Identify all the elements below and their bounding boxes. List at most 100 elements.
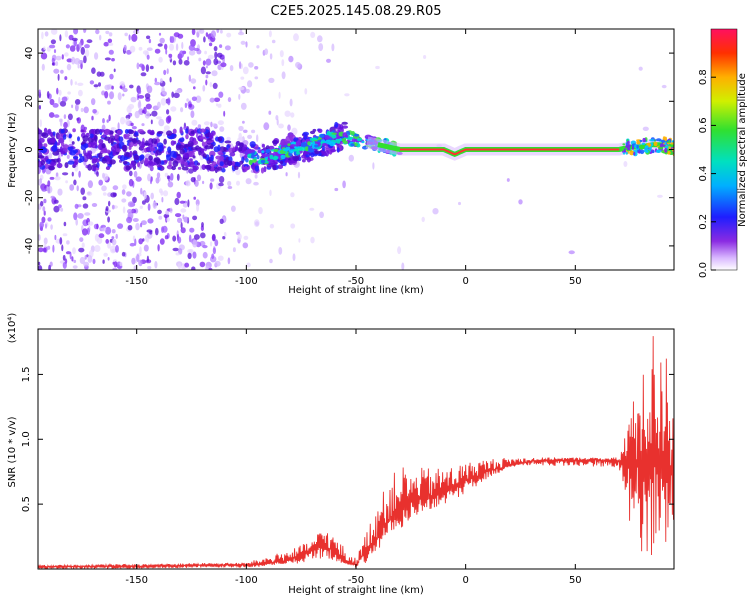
spectrogram-noise-blob (154, 81, 161, 86)
spectrogram-noise-blob (188, 234, 192, 243)
spectrogram-band-blob (263, 166, 267, 173)
spectrogram-band-blob (133, 154, 140, 161)
spectrogram-noise-blob (130, 96, 137, 103)
spectrogram-noise-blob (180, 107, 184, 113)
spectrogram-noise-blob (237, 233, 242, 241)
spectrogram-noise-blob (214, 239, 219, 247)
spectrogram-band-blob (190, 130, 195, 135)
spectrogram-noise-blob (208, 42, 213, 47)
spectrogram-band-blob (200, 128, 206, 133)
spectrogram-noise-blob (142, 50, 149, 55)
spectrogram-noise-blob (207, 54, 214, 60)
spectrogram-band-blob (134, 131, 139, 136)
spectrogram-trace-layer (38, 121, 674, 174)
spectrogram-noise-blob (372, 162, 375, 170)
spectrogram-noise-blob (155, 177, 160, 184)
spectrogram-transition-blob (273, 148, 279, 153)
spectrogram-noise-blob (78, 42, 82, 49)
spectrogram-noise-blob (209, 97, 215, 103)
spectrogram-noise-blob (271, 39, 276, 44)
spectrogram-noise-blob (105, 239, 109, 244)
spectrogram-noise-blob (213, 46, 218, 52)
spectrogram-noise-blob (200, 232, 206, 239)
spectrogram-noise-blob (59, 34, 62, 42)
spectrogram-band-blob (56, 162, 63, 169)
spectrogram-transition-blob (289, 144, 297, 147)
spectrogram-noise-blob (83, 55, 87, 64)
spectrogram-noise-blob (638, 66, 643, 71)
spectrogram-noise-blob (191, 96, 197, 102)
spectrogram-band-blob (219, 161, 224, 167)
spectrogram-noise-blob (115, 233, 118, 239)
spectrogram-noise-blob (91, 115, 94, 121)
spectrogram-transition-blob (289, 149, 294, 154)
spectrogram-noise-blob (180, 222, 183, 229)
colorbar-ticks: 0.0 0.2 0.4 0.6 0.8 (698, 69, 716, 278)
spectrogram-noise-blob (245, 41, 248, 48)
spectrogram-noise-blob (80, 187, 85, 195)
spectrogram-noise-blob (223, 232, 227, 237)
spectrogram-noise-blob (170, 106, 177, 112)
spectrogram-noise-blob (61, 54, 64, 60)
spectrogram-noise-blob (205, 65, 208, 69)
spectrogram-noise-blob (40, 200, 44, 207)
spectrogram-noise-blob (147, 203, 151, 211)
spectrogram-noise-blob (202, 251, 208, 259)
spectrogram-noise-blob (205, 58, 212, 66)
spectrogram-noise-blob (172, 60, 177, 66)
spectrogram-transition-blob (248, 159, 253, 165)
spectrogram-noise-blob (52, 244, 55, 253)
spectrogram-noise-blob (264, 48, 269, 55)
spectrogram-noise-blob (191, 119, 198, 126)
spectrogram-noise-blob (55, 55, 62, 61)
spectrogram-noise-blob (258, 207, 263, 215)
spectrogram-band-blob (74, 158, 79, 165)
spectrogram-noise-blob (217, 103, 222, 108)
spectrogram-noise-blob (209, 241, 213, 247)
spectrogram-noise-blob (243, 129, 248, 133)
spectrogram-noise-blob (162, 190, 169, 197)
spectrogram-noise-blob (111, 85, 114, 90)
spectrogram-noise-blob (211, 70, 218, 77)
spectrogram-noise-blob (176, 173, 180, 181)
spectrogram-band-blob (181, 166, 189, 171)
spectrogram-noise-blob (281, 71, 286, 80)
spectrogram-end-blob (625, 151, 628, 155)
spectrogram-noise-blob (103, 252, 108, 257)
spectrogram-noise-blob (76, 185, 79, 192)
spectrogram-band-blob (169, 150, 177, 158)
spectrogram-noise-blob (173, 92, 180, 99)
spectrogram-noise-blob (205, 32, 209, 37)
snr-plot-area (38, 329, 674, 569)
spectrogram-band-blob (101, 134, 106, 138)
spectrogram-noise-blob (238, 61, 242, 69)
spectrogram-noise-blob (210, 30, 216, 39)
spectrogram-noise-blob (190, 78, 197, 84)
spectrogram-noise-blob (138, 63, 144, 68)
spectrogram-noise-blob (92, 109, 97, 114)
spectrogram-noise-blob (157, 101, 161, 109)
spectrogram-band-blob (279, 160, 284, 165)
spectrogram-noise-blob (192, 239, 198, 248)
spectrogram-band-blob (277, 164, 284, 169)
spectrogram-band-blob (183, 152, 190, 159)
spectrogram-noise-blob (38, 89, 41, 95)
spectrogram-band-blob (234, 165, 239, 170)
spectrogram-band-blob (72, 149, 79, 154)
spectrogram-noise-blob (193, 47, 200, 52)
spectrogram-noise-blob (55, 61, 59, 66)
spectrogram-band-blob (209, 150, 216, 157)
spectrogram-noise-blob (104, 84, 111, 91)
spectrogram-band-blob (272, 164, 277, 171)
spectrogram-noise-blob (91, 203, 98, 207)
spectrogram-noise-blob (216, 52, 223, 58)
spectrogram-noise-blob (143, 191, 147, 200)
spectrogram-noise-blob (146, 54, 150, 60)
spectrogram-noise-blob (129, 242, 136, 247)
spectrogram-transition-blob (282, 148, 289, 152)
spectrogram-noise-blob (96, 171, 99, 177)
spectrogram-band-blob (251, 164, 256, 171)
spectrogram-band-blob (201, 164, 206, 171)
spectrogram-band-blob (158, 144, 164, 152)
spectrogram-noise-blob (69, 251, 72, 260)
